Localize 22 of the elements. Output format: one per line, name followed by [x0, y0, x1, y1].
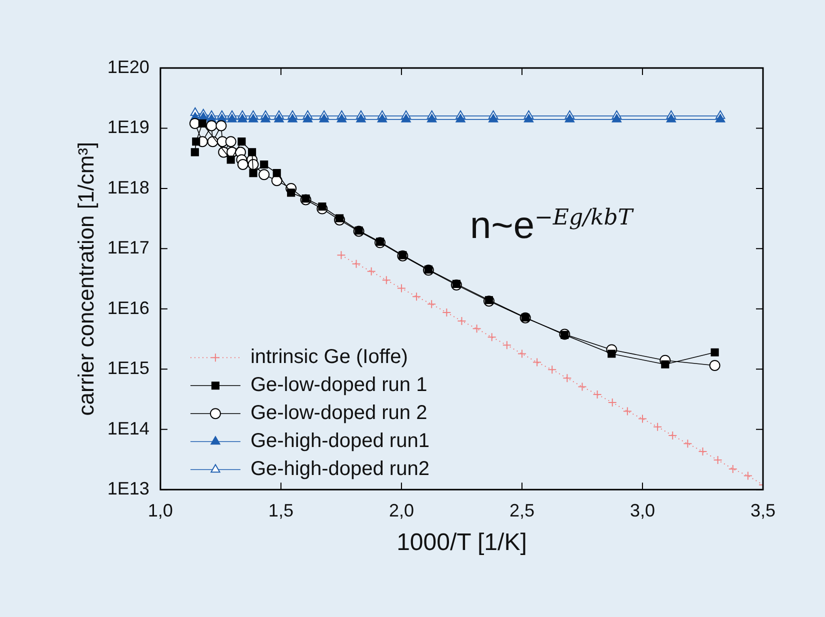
y-axis-title: carrier concentration [1/cm³] — [73, 142, 98, 416]
y-tick-label: 1E13 — [107, 478, 150, 499]
x-tick-label: 1,0 — [148, 500, 173, 520]
x-tick-label: 3,5 — [750, 500, 776, 520]
legend-label: Ge-high-doped run1 — [250, 430, 430, 452]
y-tick-label: 1E18 — [107, 177, 150, 198]
y-tick-label: 1E15 — [107, 358, 150, 378]
x-tick-label: 2,5 — [509, 500, 534, 520]
y-tick-label: 1E16 — [107, 298, 150, 318]
x-tick-label: 2,0 — [388, 500, 414, 520]
y-tick-label: 1E19 — [107, 117, 150, 138]
x-tick-label: 3,0 — [630, 500, 656, 520]
y-tick-label: 1E17 — [107, 238, 150, 258]
y-tick-label: 1E14 — [107, 418, 150, 438]
legend-label: intrinsic Ge (Ioffe) — [250, 346, 408, 368]
legend-label: Ge-low-doped run 1 — [250, 374, 428, 396]
x-tick-label: 1,5 — [268, 500, 294, 520]
annotation: n~e$^{−Eg/kbT}$ — [470, 205, 633, 248]
legend-label: Ge-high-doped run2 — [250, 458, 430, 480]
x-axis-title: 1000/T [1/K] — [396, 529, 527, 556]
y-tick-label: 1E20 — [107, 56, 150, 77]
legend-label: Ge-low-doped run 2 — [250, 402, 428, 424]
